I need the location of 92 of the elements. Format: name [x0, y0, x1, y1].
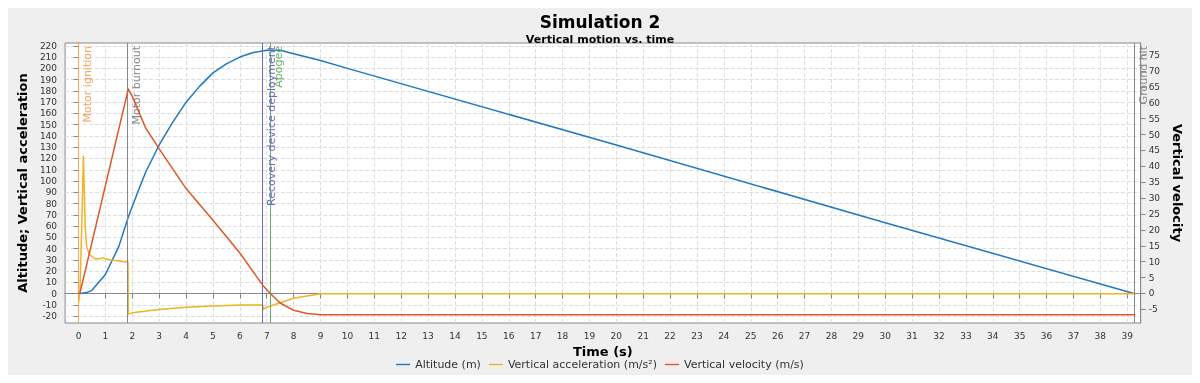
x-tick-label: 31: [906, 330, 918, 341]
x-tick-label: 24: [718, 330, 730, 341]
x-tick-label: 1: [102, 330, 109, 341]
y-tick-label: 210: [39, 52, 58, 63]
x-tick-label: 27: [798, 330, 811, 341]
y2-tick-label: 65: [1148, 81, 1161, 92]
x-tick-label: 21: [637, 330, 649, 341]
x-tick-label: 3: [156, 330, 163, 341]
y2-tick-label: 5: [1148, 272, 1155, 283]
y-tick-label: 70: [45, 209, 58, 220]
x-tick-label: 6: [236, 330, 243, 341]
y2-tick-label: 45: [1148, 145, 1161, 156]
x-tick-label: 9: [317, 330, 324, 341]
y-tick-label: 50: [45, 232, 58, 243]
y2-tick-label: 75: [1148, 50, 1161, 61]
y-tick-label: 110: [39, 164, 58, 175]
x-tick-label: 17: [529, 330, 542, 341]
chart-subtitle: Vertical motion vs. time: [525, 33, 675, 46]
legend-label: Vertical velocity (m/s): [683, 358, 804, 371]
legend-label: Altitude (m): [415, 358, 481, 371]
y2-tick-label: 10: [1148, 256, 1161, 267]
y2-tick-label: 40: [1148, 161, 1161, 172]
y2-tick-label: 60: [1148, 97, 1161, 108]
x-tick-label: 19: [583, 330, 596, 341]
y-tick-label: 30: [45, 254, 58, 265]
x-tick-label: 36: [1040, 330, 1053, 341]
x-tick-label: 7: [263, 330, 270, 341]
x-tick-label: 16: [503, 330, 515, 341]
y-tick-label: 0: [51, 288, 58, 299]
y-tick-label: 140: [39, 130, 58, 141]
y-tick-label: 20: [45, 266, 58, 277]
x-axis-title: Time (s): [572, 343, 633, 359]
y-tick-label: 90: [45, 187, 58, 198]
x-tick-label: 29: [852, 330, 865, 341]
y-tick-label: -10: [42, 299, 58, 310]
y-tick-label: 120: [39, 153, 58, 164]
x-tick-label: 10: [341, 330, 354, 341]
y-tick-label: -20: [42, 311, 58, 322]
x-tick-label: 20: [610, 330, 623, 341]
x-tick-label: 25: [745, 330, 757, 341]
y-tick-label: 80: [45, 198, 58, 209]
x-tick-label: 18: [556, 330, 569, 341]
chart-title: Simulation 2: [539, 11, 661, 32]
y2-tick-label: 0: [1148, 288, 1155, 299]
y2-tick-label: 25: [1148, 208, 1161, 219]
x-tick-label: 26: [771, 330, 784, 341]
y-tick-label: 190: [39, 74, 58, 85]
x-tick-label: 0: [75, 330, 82, 341]
y2-axis-title: Vertical velocity: [1170, 123, 1185, 243]
x-tick-label: 34: [987, 330, 999, 341]
x-tick-label: 22: [664, 330, 676, 341]
y-axis-title: Altitude; Vertical acceleration: [15, 73, 30, 293]
ref-line-label: Motor ignition: [80, 45, 94, 123]
y2-tick-label: 30: [1148, 193, 1161, 204]
y-tick-label: 220: [39, 40, 58, 51]
x-tick-label: 37: [1067, 330, 1080, 341]
y2-tick-label: 20: [1148, 224, 1161, 235]
y2-tick-label: 15: [1148, 240, 1161, 251]
y2-tick-label: 55: [1148, 113, 1161, 124]
y-tick-label: 60: [45, 221, 58, 232]
line-series: [77, 155, 1136, 315]
x-tick-label: 12: [395, 330, 407, 341]
x-tick-label: 28: [825, 330, 838, 341]
x-tick-label: 33: [960, 330, 972, 341]
y-tick-label: 10: [45, 277, 58, 288]
x-tick-label: 35: [1013, 330, 1026, 341]
x-tick-label: 2: [129, 330, 136, 341]
y2-tick-label: -5: [1148, 304, 1158, 315]
legend-label: Vertical acceleration (m/s²): [507, 358, 657, 371]
y2-tick-label: 70: [1148, 65, 1161, 76]
y-tick-label: 160: [39, 108, 58, 119]
y-tick-label: 170: [39, 97, 58, 108]
x-tick-label: 11: [368, 330, 381, 341]
y-tick-label: 150: [39, 119, 58, 130]
x-tick-label: 8: [290, 330, 297, 341]
y-tick-label: 200: [39, 63, 58, 74]
x-tick-label: 14: [449, 330, 461, 341]
x-tick-label: 23: [691, 330, 703, 341]
x-tick-label: 15: [476, 330, 488, 341]
y-tick-label: 180: [39, 85, 58, 96]
x-tick-label: 39: [1121, 330, 1134, 341]
y2-tick-label: 50: [1148, 129, 1161, 140]
x-tick-label: 13: [422, 330, 434, 341]
x-tick-label: 38: [1094, 330, 1107, 341]
x-tick-label: 32: [933, 330, 945, 341]
y2-tick-label: 35: [1148, 177, 1161, 188]
x-tick-label: 4: [183, 330, 190, 341]
y-tick-label: 40: [45, 243, 58, 254]
y-tick-label: 100: [39, 176, 58, 187]
y-tick-label: 130: [39, 142, 58, 153]
x-tick-label: 30: [879, 330, 892, 341]
x-tick-label: 5: [210, 330, 216, 341]
